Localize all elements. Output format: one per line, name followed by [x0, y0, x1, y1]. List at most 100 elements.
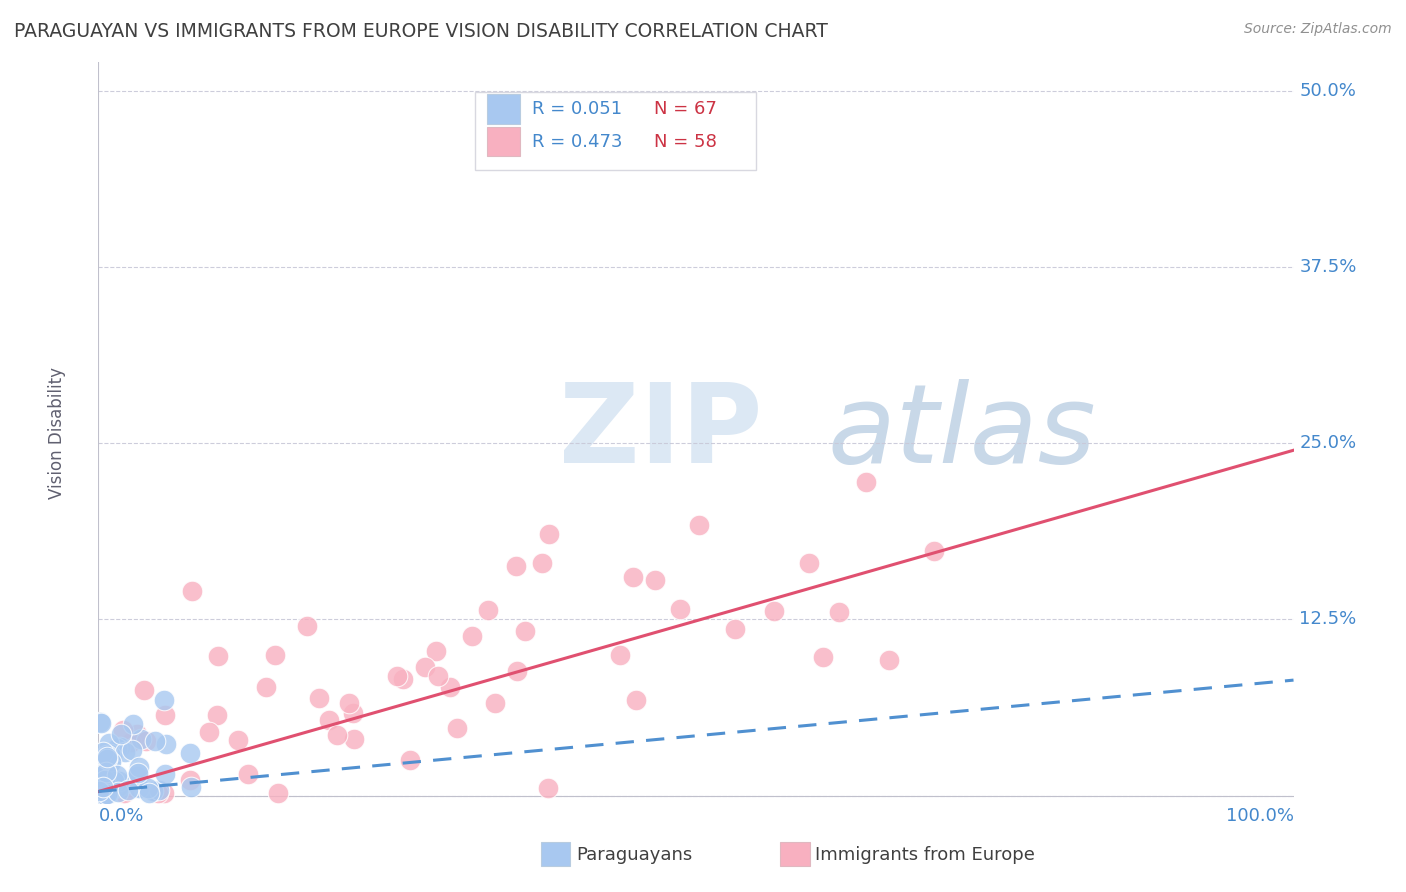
Bar: [486, 127, 520, 156]
Point: [105, 741, 128, 756]
Point: [326, 728, 349, 742]
Point: [506, 664, 529, 678]
Bar: [779, 842, 810, 866]
Point: [89, 784, 111, 798]
Point: [138, 780, 160, 795]
Point: [96, 772, 118, 787]
Point: [143, 734, 166, 748]
Point: [93, 789, 115, 803]
Point: [621, 569, 644, 583]
Point: [111, 723, 134, 737]
Point: [89, 788, 111, 802]
Text: Vision Disability: Vision Disability: [48, 367, 66, 499]
Point: [179, 746, 201, 760]
Text: atlas: atlas: [827, 379, 1097, 486]
Point: [513, 624, 536, 638]
Text: 25.0%: 25.0%: [1299, 434, 1357, 452]
Point: [148, 783, 170, 797]
Point: [460, 629, 482, 643]
Point: [342, 706, 364, 720]
Point: [120, 735, 142, 749]
Point: [624, 692, 647, 706]
Point: [97, 784, 120, 798]
Point: [179, 772, 201, 787]
Point: [153, 767, 176, 781]
Bar: [486, 95, 520, 124]
Point: [877, 652, 900, 666]
Point: [94, 772, 117, 787]
Point: [148, 786, 170, 800]
Point: [811, 650, 834, 665]
Point: [399, 753, 422, 767]
Point: [855, 475, 877, 489]
Point: [127, 765, 149, 780]
Point: [94, 764, 117, 779]
Point: [127, 727, 149, 741]
Point: [112, 786, 135, 800]
Point: [439, 680, 461, 694]
Point: [537, 526, 560, 541]
Point: [669, 602, 692, 616]
Text: N = 67: N = 67: [654, 100, 717, 118]
Text: R = 0.051: R = 0.051: [533, 100, 623, 118]
Point: [922, 544, 945, 558]
Point: [89, 755, 111, 769]
Point: [91, 772, 114, 786]
Point: [413, 659, 436, 673]
Text: Immigrants from Europe: Immigrants from Europe: [815, 846, 1035, 863]
Text: ZIP: ZIP: [558, 379, 762, 486]
Point: [128, 760, 150, 774]
Point: [797, 556, 820, 570]
Point: [97, 772, 120, 787]
Point: [236, 767, 259, 781]
Point: [128, 780, 150, 795]
FancyBboxPatch shape: [475, 92, 756, 169]
Point: [337, 696, 360, 710]
Text: PARAGUAYAN VS IMMIGRANTS FROM EUROPE VISION DISABILITY CORRELATION CHART: PARAGUAYAN VS IMMIGRANTS FROM EUROPE VIS…: [14, 22, 828, 41]
Point: [87, 781, 110, 796]
Text: 100.0%: 100.0%: [1226, 806, 1294, 824]
Point: [537, 781, 560, 796]
Point: [318, 713, 340, 727]
Point: [762, 604, 785, 618]
Text: 12.5%: 12.5%: [1299, 610, 1357, 629]
Point: [142, 783, 165, 797]
Point: [254, 681, 277, 695]
Point: [121, 716, 143, 731]
Point: [107, 780, 129, 794]
Text: Source: ZipAtlas.com: Source: ZipAtlas.com: [1244, 22, 1392, 37]
Point: [91, 775, 114, 789]
Point: [107, 785, 129, 799]
Text: 37.5%: 37.5%: [1299, 258, 1357, 276]
Point: [308, 690, 330, 705]
Point: [724, 623, 747, 637]
Point: [828, 606, 851, 620]
Point: [205, 708, 228, 723]
Point: [267, 786, 290, 800]
Point: [96, 752, 118, 766]
Text: N = 58: N = 58: [654, 133, 717, 151]
Point: [117, 783, 139, 797]
Point: [688, 518, 710, 533]
Point: [484, 696, 506, 710]
Point: [530, 556, 553, 570]
Point: [89, 714, 111, 729]
Point: [121, 743, 143, 757]
Point: [427, 669, 450, 683]
Point: [91, 745, 114, 759]
Point: [111, 778, 134, 792]
Point: [297, 619, 319, 633]
Point: [90, 751, 112, 765]
Point: [263, 648, 285, 663]
Point: [477, 603, 499, 617]
Point: [104, 778, 127, 792]
Point: [98, 747, 121, 762]
Point: [93, 780, 115, 795]
Point: [114, 746, 136, 760]
Point: [446, 721, 468, 735]
Point: [152, 693, 174, 707]
Point: [103, 774, 125, 789]
Point: [96, 749, 118, 764]
Point: [87, 784, 110, 798]
Text: 50.0%: 50.0%: [1299, 82, 1357, 100]
